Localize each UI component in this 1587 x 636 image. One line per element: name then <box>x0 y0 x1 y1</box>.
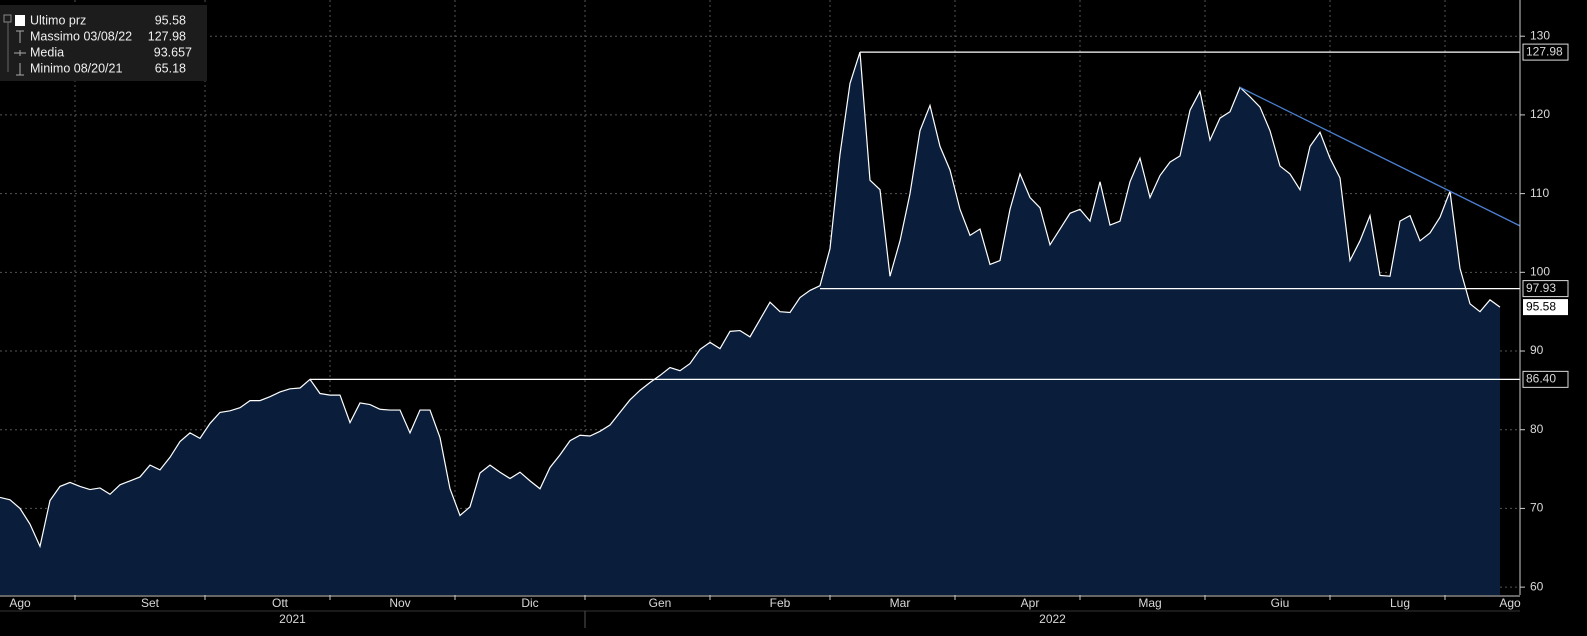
year-label: 2021 <box>279 612 306 626</box>
level-label: 97.93 <box>1526 281 1556 295</box>
x-tick-label: Dic <box>521 596 538 610</box>
y-tick-label: 90 <box>1530 343 1544 357</box>
level-box <box>1522 280 1569 298</box>
y-tick-label: 130 <box>1530 28 1550 42</box>
legend-value: 95.58 <box>155 13 186 27</box>
x-tick-label: Feb <box>770 596 791 610</box>
legend-icon <box>15 15 25 26</box>
legend-label: Massimo 03/08/22 <box>30 29 132 43</box>
year-label: 2022 <box>1039 612 1066 626</box>
y-tick-label: 120 <box>1530 107 1550 121</box>
legend-label: Minimo 08/20/21 <box>30 61 122 75</box>
x-tick-label: Nov <box>389 596 410 610</box>
legend-icon <box>16 63 24 76</box>
x-tick-label: Ott <box>272 596 289 610</box>
x-tick-label: Ago <box>9 596 31 610</box>
level-label: 127.98 <box>1526 44 1563 58</box>
x-tick-label: Mag <box>1138 596 1161 610</box>
legend: Ultimo prz 95.58 Massimo 03/08/22 127.98… <box>0 5 207 81</box>
y-tick-label: 60 <box>1530 579 1544 593</box>
line <box>0 51 1501 549</box>
legend-value: 65.18 <box>155 61 186 75</box>
legend-label: Ultimo prz <box>30 13 86 27</box>
legend-icon <box>16 30 24 43</box>
x-tick-label: Ago <box>1499 596 1521 610</box>
x-tick-label: Mar <box>890 596 911 610</box>
x-tick-label: Gen <box>649 596 672 610</box>
legend-value: 93.657 <box>154 45 192 59</box>
y-tick-label: 110 <box>1530 186 1549 200</box>
x-tick-label: Lug <box>1390 596 1410 610</box>
x-tick-label: Set <box>141 596 160 610</box>
y-tick-label: 100 <box>1530 264 1550 278</box>
level-box <box>1522 43 1569 61</box>
level-box <box>1522 370 1569 388</box>
y-tick-label: 80 <box>1530 422 1544 436</box>
legend-label: Media <box>30 45 64 59</box>
level-label: 86.40 <box>1526 372 1556 386</box>
last-price-box <box>1523 299 1568 316</box>
legend-value: 127.98 <box>148 29 186 43</box>
legend-box <box>0 5 207 81</box>
x-tick-label: Apr <box>1021 596 1040 610</box>
legend-icon <box>14 50 26 56</box>
trend-line <box>1239 86 1521 227</box>
last-price-label: 95.58 <box>1526 299 1556 313</box>
y-tick-label: 70 <box>1530 501 1544 515</box>
area <box>0 52 1500 595</box>
x-tick-label: Giu <box>1271 596 1290 610</box>
